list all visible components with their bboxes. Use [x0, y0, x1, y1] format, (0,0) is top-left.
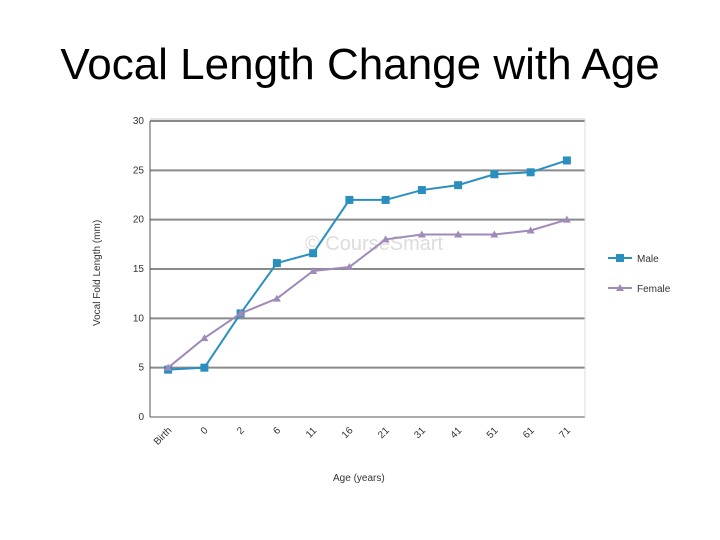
y-axis-label: Vocal Fold Length (mm) [92, 220, 103, 326]
x-tick-label: 6 [271, 425, 283, 437]
x-tick-label: 16 [340, 425, 356, 441]
data-point-female [562, 215, 571, 223]
data-point-female [164, 363, 173, 371]
legend-label-female: Female [637, 284, 671, 295]
data-point-male [200, 363, 209, 372]
y-tick-label: 25 [133, 165, 145, 176]
data-point-female [272, 294, 281, 302]
x-tick-label: 21 [376, 425, 392, 441]
y-tick-label: 5 [138, 363, 144, 374]
grid-lines [150, 118, 585, 369]
data-point-male [417, 186, 426, 195]
legend-label-male: Male [637, 254, 659, 265]
y-tick-label: 30 [133, 116, 145, 127]
data-point-female [200, 334, 209, 342]
data-point-female [345, 263, 354, 271]
data-point-female [236, 309, 245, 317]
data-point-female [526, 226, 535, 234]
data-point-female [417, 230, 426, 238]
series-line-male [168, 159, 568, 371]
series-line-female [167, 218, 568, 369]
data-point-male [309, 249, 318, 258]
legend: Male Female [608, 254, 671, 295]
x-tick-label: 2 [235, 425, 247, 437]
x-tick-label: 61 [521, 425, 537, 441]
y-tick-labels: 0 5 10 15 20 25 30 [133, 116, 145, 423]
y-tick-label: 15 [133, 264, 145, 275]
chart-axes [149, 119, 586, 418]
data-point-female [381, 235, 390, 243]
y-tick-label: 0 [138, 412, 144, 423]
slide-title: Vocal Length Change with Age [60, 40, 660, 89]
x-tick-label: 71 [557, 425, 573, 441]
legend-marker-male [616, 254, 624, 262]
x-tick-labels: Birth 0 2 6 11 16 21 31 41 51 61 71 [152, 425, 573, 448]
x-tick-label: 41 [449, 425, 465, 441]
data-point-female [490, 230, 499, 238]
x-axis-label: Age (years) [333, 473, 385, 484]
x-tick-label: Birth [152, 425, 174, 447]
data-point-female [309, 266, 318, 274]
data-point-male [562, 156, 571, 165]
y-tick-label: 10 [133, 313, 145, 324]
data-point-male [272, 259, 281, 268]
y-tick-label: 20 [133, 215, 145, 226]
data-point-female [454, 230, 463, 238]
data-point-male [490, 170, 499, 179]
x-tick-label: 31 [412, 425, 428, 441]
x-tick-label: 11 [304, 425, 319, 440]
data-point-male [454, 181, 463, 190]
series-layer [164, 156, 571, 374]
data-point-male [345, 195, 354, 204]
legend-marker-female [616, 284, 624, 291]
watermark-text: © CourseSmart [305, 233, 444, 255]
data-point-male [381, 195, 390, 204]
data-point-male [526, 168, 535, 177]
x-tick-label: 51 [485, 425, 501, 441]
x-tick-label: 0 [199, 425, 211, 437]
